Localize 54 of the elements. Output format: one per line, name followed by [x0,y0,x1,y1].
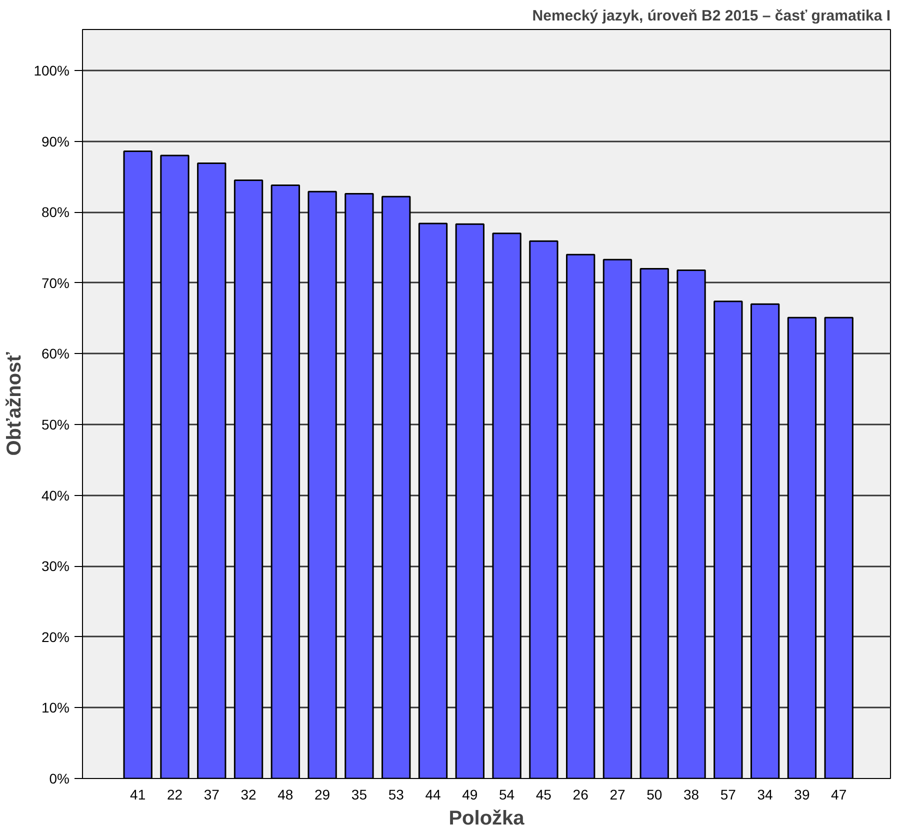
bar [492,232,522,778]
bar [640,268,669,778]
bar [566,254,596,778]
x-tick-label: 47 [831,786,847,802]
x-tick-label: 45 [536,786,552,802]
y-tick-label: 70% [41,274,70,291]
bar [123,150,152,778]
bar [676,269,706,778]
bar [529,240,558,778]
x-tick-label: 38 [683,786,700,802]
x-tick-label: 37 [204,786,220,802]
x-tick-label: 32 [240,786,257,802]
x-tick-label: 34 [757,786,774,802]
bar [270,184,300,778]
x-tick-label: 22 [166,786,183,802]
x-axis-title: Položka [448,808,526,830]
y-tick-label: 100% [34,62,70,79]
bar [234,180,264,778]
bar [308,190,337,778]
y-tick-label: 60% [41,346,70,362]
y-tick-label: 30% [41,558,70,574]
bar [714,300,743,778]
y-tick-label: 20% [41,628,70,645]
x-tick-label: 41 [130,786,146,802]
y-tick-label: 50% [41,416,70,433]
bar [160,154,190,778]
x-tick-label: 57 [720,786,736,802]
x-tick-label: 49 [462,786,478,802]
bar [787,316,817,778]
x-tick-label: 39 [794,786,810,802]
y-tick-label: 40% [41,487,70,504]
x-tick-label: 50 [646,786,662,802]
x-tick-label: 26 [572,786,589,802]
x-tick-label: 44 [425,786,441,802]
x-tick-label: 35 [351,786,368,802]
y-axis-title: Obťažnosť [4,352,26,456]
bar [418,222,448,778]
chart-title: Nemecký jazyk, úroveň B2 2015 – časť gramatika I [532,8,891,24]
y-tick-label: 80% [41,204,70,220]
x-tick-label: 29 [314,786,330,802]
x-tick-label: 27 [610,786,626,802]
bar [750,303,780,778]
bar [824,316,854,778]
bar [382,196,411,778]
bar [455,223,484,778]
y-tick-label: 0% [49,770,70,786]
y-tick-label: 90% [41,133,70,150]
x-tick-label: 54 [499,786,515,802]
x-tick-label: 48 [278,786,294,802]
bar [197,162,226,778]
bar [344,192,374,778]
x-tick-label: 53 [388,786,404,802]
y-tick-label: 10% [41,700,70,716]
bar [602,258,632,778]
